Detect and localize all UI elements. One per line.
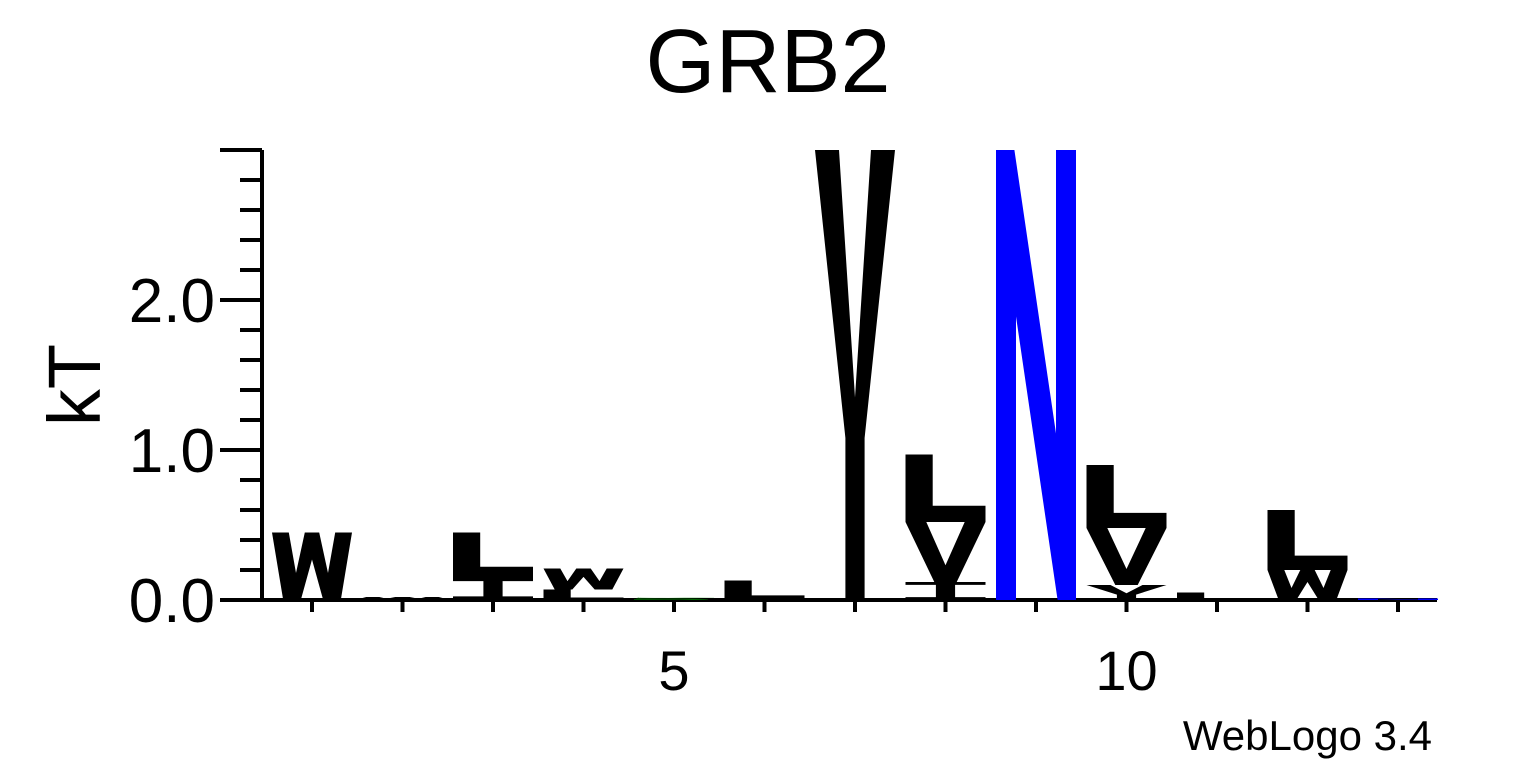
letter-W-pos-12 [1267, 570, 1348, 600]
letter-V-pos-8 [905, 522, 986, 582]
x-tick-label: 5 [658, 639, 689, 702]
logo-column-4 [543, 568, 624, 600]
chart-title: GRB2 [645, 12, 890, 112]
letter-L-pos-3 [453, 532, 533, 578]
logo-column-2 [362, 597, 443, 600]
letter-L-pos-10 [1086, 465, 1167, 528]
logo-column-12 [1267, 510, 1348, 600]
letter-I-pos-3 [453, 577, 533, 600]
letter-S-pos-5 [634, 596, 714, 600]
letter-L-pos-11 [1177, 592, 1257, 600]
letter-L-pos-4 [543, 589, 624, 600]
logo-glyphs [272, 150, 1438, 600]
letter-L-pos-6 [724, 580, 805, 600]
letter-N-pos-9 [996, 150, 1076, 600]
logo-column-9 [996, 150, 1076, 600]
x-tick-label: 10 [1095, 639, 1157, 702]
logo-column-11 [1177, 592, 1257, 600]
letter-N-pos-13 [1358, 598, 1438, 600]
logo-column-13 [1358, 598, 1438, 600]
letter-L-pos-12 [1267, 510, 1348, 570]
letter-Y-pos-7 [815, 150, 895, 600]
logo-column-1 [272, 532, 352, 600]
logo-column-3 [453, 532, 533, 600]
weblogo-credit: WebLogo 3.4 [1183, 712, 1432, 759]
y-tick-label: 1.0 [129, 417, 215, 486]
letter-I-pos-8 [905, 582, 986, 600]
y-tick-label: 0.0 [129, 567, 215, 636]
logo-column-7 [815, 150, 895, 600]
letter-W-pos-4 [543, 568, 624, 590]
logo-column-10 [1086, 465, 1167, 600]
letter-Y-pos-10 [1086, 585, 1167, 600]
logo-column-8 [905, 454, 986, 600]
letter-W-pos-2 [362, 597, 443, 600]
logo-column-6 [724, 580, 805, 600]
logo-column-5 [634, 596, 714, 600]
letter-V-pos-10 [1086, 528, 1167, 585]
y-tick-label: 2.0 [129, 267, 215, 336]
letter-L-pos-8 [905, 454, 986, 522]
letter-W-pos-1 [272, 532, 352, 600]
y-axis-label: kT [33, 344, 116, 426]
